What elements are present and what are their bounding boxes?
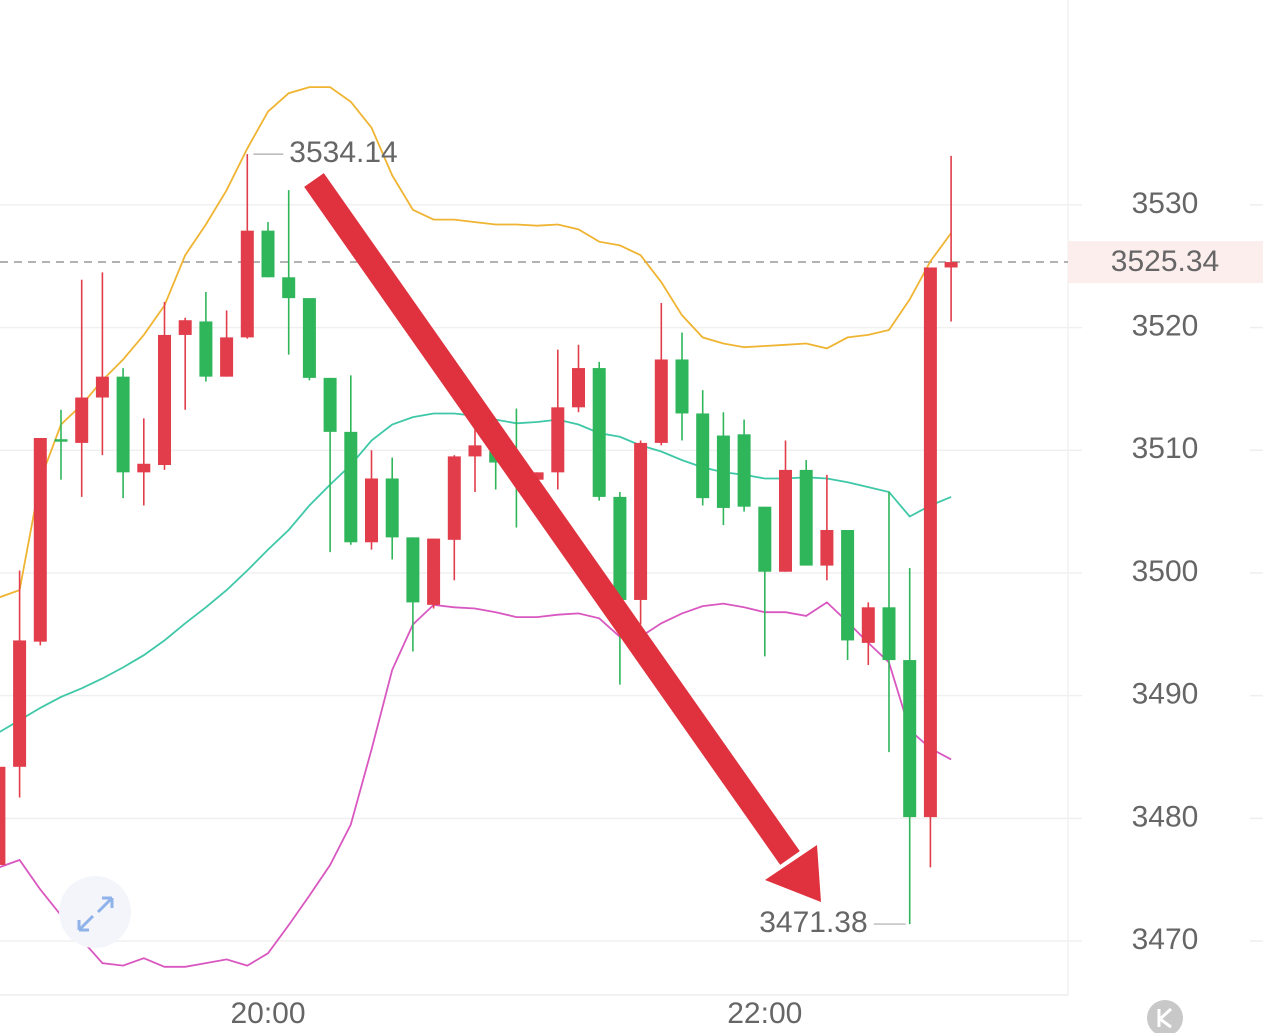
- candles: [0, 154, 958, 925]
- candle-body: [551, 407, 565, 473]
- candle-body: [903, 660, 917, 818]
- candle-body: [447, 456, 461, 540]
- band-line: [0, 601, 952, 968]
- y-tick-label: 3530: [1132, 187, 1199, 220]
- candle-body: [820, 530, 834, 566]
- x-tick-label: 22:00: [727, 997, 802, 1030]
- candle-body: [799, 469, 813, 566]
- candle-body: [592, 368, 606, 497]
- candle-body: [199, 321, 213, 377]
- candle-body: [116, 376, 130, 473]
- candle-body: [406, 537, 420, 603]
- candle-body: [220, 337, 234, 377]
- candle-body: [95, 376, 109, 398]
- candle-body: [75, 397, 89, 443]
- candle-body: [302, 298, 316, 378]
- expand-icon: [77, 896, 114, 932]
- candle-body: [882, 607, 896, 661]
- candle-body: [737, 434, 751, 507]
- expand-button[interactable]: [59, 876, 131, 948]
- candle-body: [696, 413, 710, 499]
- band-line: [0, 86, 952, 599]
- candle-body: [779, 469, 792, 572]
- candle-body: [861, 607, 875, 643]
- candle-body: [282, 277, 296, 299]
- y-tick-label: 3490: [1132, 678, 1199, 711]
- candle-body: [33, 437, 47, 642]
- last-price-label: 3525.34: [1111, 245, 1219, 278]
- y-tick-label: 3520: [1132, 309, 1199, 342]
- candle-body: [365, 478, 378, 543]
- candle-body: [54, 439, 68, 442]
- y-tick-label: 3470: [1132, 923, 1199, 956]
- candle-body: [13, 640, 27, 767]
- logo-mark: [1157, 1007, 1173, 1029]
- trend-arrow-shaft: [304, 173, 800, 865]
- candle-body: [654, 359, 668, 443]
- candle-body: [716, 435, 730, 508]
- labels: 3470 3480 3490 3500 3510 3520 3530 20:00 22:00 35…: [230, 136, 1263, 1030]
- candle-body: [758, 506, 772, 572]
- candle-body: [572, 368, 585, 408]
- min-price-label: 3471.38: [759, 906, 867, 939]
- candle-body: [158, 334, 171, 465]
- candle-body: [944, 262, 958, 268]
- candle-body: [240, 230, 254, 338]
- candle-body: [675, 359, 689, 414]
- candle-body: [261, 230, 275, 278]
- candle-body: [344, 431, 358, 543]
- candle-body: [841, 530, 855, 641]
- logo: [1147, 1000, 1183, 1033]
- candle-body: [323, 377, 337, 432]
- candle-body: [468, 445, 482, 457]
- candle-body: [385, 478, 399, 538]
- overlay: [59, 173, 1183, 1033]
- x-tick-label: 20:00: [230, 997, 305, 1030]
- candle-body: [923, 267, 937, 818]
- y-tick-label: 3500: [1132, 555, 1199, 588]
- y-tick-label: 3480: [1132, 800, 1199, 833]
- grid: [0, 204, 1263, 942]
- trend-arrow-head: [765, 845, 821, 902]
- last-price-box: [1068, 241, 1263, 284]
- candle-body: [0, 766, 6, 865]
- candle-body: [178, 320, 192, 335]
- candle-body: [137, 463, 151, 473]
- candle-body: [634, 442, 648, 600]
- candle-body: [613, 496, 627, 600]
- y-tick-label: 3510: [1132, 432, 1199, 465]
- max-price-label: 3534.14: [289, 136, 397, 169]
- candle-body: [530, 472, 544, 480]
- candle-body: [427, 538, 441, 605]
